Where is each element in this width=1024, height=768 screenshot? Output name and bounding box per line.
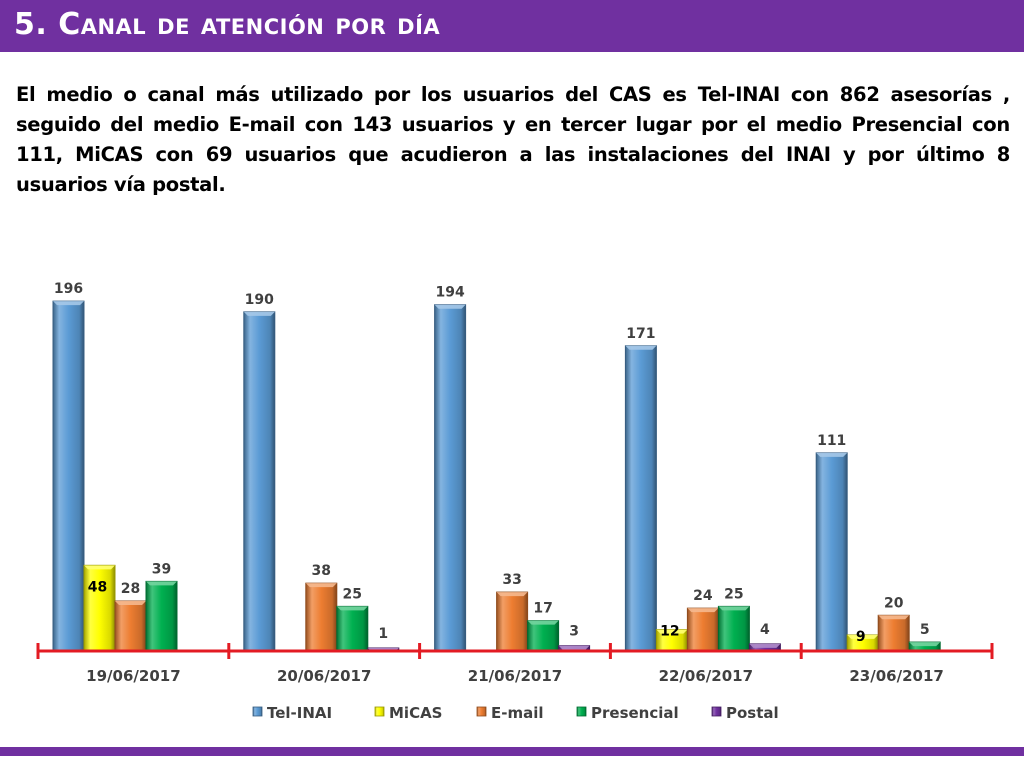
legend-label-e-mail: E-mail bbox=[491, 704, 544, 722]
data-label-presencial-5: 5 bbox=[920, 622, 930, 638]
x-tick-label-3: 21/06/2017 bbox=[468, 667, 562, 685]
data-label-postal-3: 3 bbox=[569, 624, 579, 640]
data-label-micas-5: 9 bbox=[856, 629, 866, 645]
bar-e-mail-5 bbox=[877, 614, 910, 652]
bars-layer bbox=[52, 300, 941, 652]
data-label-tel-inai-5: 111 bbox=[817, 433, 846, 449]
bar-tel-inai-5 bbox=[815, 452, 848, 652]
data-label-e-mail-4: 24 bbox=[693, 588, 713, 604]
bar-presencial-2 bbox=[336, 605, 369, 652]
data-label-presencial-4: 25 bbox=[724, 586, 743, 602]
data-label-e-mail-1: 28 bbox=[121, 581, 140, 597]
bar-chart: 196 48 28 39 190 38 25 1 194 33 17 3 171 12 24 25 4 111 9 2… bbox=[36, 281, 994, 722]
x-tick-label-5: 23/06/2017 bbox=[849, 667, 943, 685]
legend-item-postal: Postal bbox=[711, 704, 779, 722]
x-tick-label-4: 22/06/2017 bbox=[659, 667, 753, 685]
legend-swatch-e-mail bbox=[476, 706, 487, 717]
bar-micas-1 bbox=[83, 564, 116, 652]
data-label-tel-inai-4: 171 bbox=[626, 326, 655, 342]
data-label-presencial-3: 17 bbox=[533, 601, 552, 617]
legend: Tel-INAI MiCAS E-mail Presencial Postal bbox=[252, 704, 779, 722]
footer-bar bbox=[0, 747, 1024, 756]
bar-postal-3 bbox=[558, 645, 591, 652]
legend-item-presencial: Presencial bbox=[576, 704, 679, 722]
data-label-postal-2: 1 bbox=[378, 626, 388, 642]
legend-swatch-tel-inai bbox=[252, 706, 263, 717]
x-tick-label-1: 19/06/2017 bbox=[86, 667, 180, 685]
bar-e-mail-2 bbox=[305, 582, 338, 652]
legend-label-presencial: Presencial bbox=[591, 704, 679, 722]
legend-swatch-presencial bbox=[576, 706, 587, 717]
data-label-e-mail-3: 33 bbox=[502, 572, 521, 588]
data-label-micas-4: 12 bbox=[660, 624, 679, 640]
legend-item-e-mail: E-mail bbox=[476, 704, 544, 722]
title-bar: 5. Canal de atención por día bbox=[0, 0, 1024, 52]
legend-label-micas: MiCAS bbox=[389, 704, 443, 722]
data-labels-layer: 196 48 28 39 190 38 25 1 194 33 17 3 171 12 24 25 4 111 9 2… bbox=[54, 281, 930, 645]
legend-label-tel-inai: Tel-INAI bbox=[267, 704, 332, 722]
intro-paragraph: El medio o canal más utilizado por los u… bbox=[16, 83, 1010, 196]
data-label-micas-1: 48 bbox=[88, 579, 107, 595]
data-label-tel-inai-2: 190 bbox=[245, 292, 274, 308]
data-label-postal-4: 4 bbox=[760, 622, 770, 638]
bar-e-mail-3 bbox=[496, 591, 529, 652]
legend-item-micas: MiCAS bbox=[374, 704, 443, 722]
bar-tel-inai-2 bbox=[243, 311, 276, 652]
data-label-presencial-2: 25 bbox=[343, 586, 362, 602]
data-label-e-mail-2: 38 bbox=[312, 563, 331, 579]
data-label-tel-inai-1: 196 bbox=[54, 281, 83, 297]
bar-tel-inai-3 bbox=[434, 304, 467, 652]
legend-swatch-micas bbox=[374, 706, 385, 717]
bar-presencial-1 bbox=[145, 580, 178, 652]
bar-tel-inai-1 bbox=[52, 300, 85, 652]
bar-e-mail-4 bbox=[686, 607, 719, 652]
bar-e-mail-1 bbox=[114, 600, 147, 652]
bar-presencial-4 bbox=[717, 605, 750, 652]
legend-item-tel-inai: Tel-INAI bbox=[252, 704, 332, 722]
page-title: 5. Canal de atención por día bbox=[14, 7, 441, 42]
legend-label-postal: Postal bbox=[726, 704, 779, 722]
x-tick-label-2: 20/06/2017 bbox=[277, 667, 371, 685]
data-label-presencial-1: 39 bbox=[152, 561, 171, 577]
bar-tel-inai-4 bbox=[624, 345, 657, 652]
data-label-tel-inai-3: 194 bbox=[435, 285, 464, 301]
bar-presencial-3 bbox=[527, 620, 560, 652]
x-axis: 19/06/2017 20/06/2017 21/06/2017 22/06/2017… bbox=[36, 643, 994, 685]
data-label-e-mail-5: 20 bbox=[884, 595, 904, 611]
legend-swatch-postal bbox=[711, 706, 722, 717]
bar-micas-4 bbox=[655, 629, 688, 652]
